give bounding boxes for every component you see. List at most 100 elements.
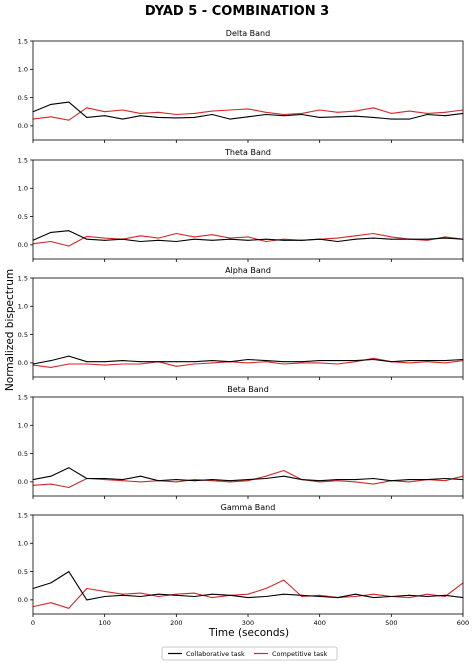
panel-1-ytick-label: 0.0: [18, 122, 28, 130]
panel-1-point-competitive: [390, 112, 392, 114]
panel-1-point-competitive: [247, 108, 249, 110]
panel-5-point-collaborative: [175, 594, 177, 596]
panel-3-point-competitive: [211, 362, 213, 364]
panel-1-point-competitive: [444, 111, 446, 113]
panel-3-point-collaborative: [175, 361, 177, 363]
panel-2-point-collaborative: [301, 239, 303, 241]
panel-1-point-competitive: [265, 111, 267, 113]
panel-3-point-competitive: [265, 361, 267, 363]
panel-4-point-competitive: [372, 483, 374, 485]
panel-3-point-competitive: [50, 366, 52, 368]
chart-legend: Collaborative task Competitive task: [161, 646, 338, 661]
panel-4-ytick-label: 1.0: [18, 422, 28, 430]
panel-2-point-collaborative: [390, 238, 392, 240]
panel-1-point-collaborative: [50, 103, 52, 105]
panel-5-point-collaborative: [68, 571, 70, 573]
panel-1-point-collaborative: [355, 115, 356, 117]
panel-1-point-competitive: [157, 111, 159, 113]
panel-2-point-collaborative: [211, 239, 213, 241]
panel-3-title: Alpha Band: [225, 266, 271, 275]
panel-4-point-collaborative: [50, 475, 52, 477]
panel-5-point-collaborative: [426, 596, 428, 597]
panel-3-point-competitive: [372, 357, 374, 359]
panel-1-point-collaborative: [122, 118, 124, 120]
panel-3-point-collaborative: [86, 361, 88, 363]
panel-4-point-competitive: [265, 475, 267, 477]
panel-3-point-collaborative: [283, 361, 285, 363]
panel-2-point-competitive: [229, 237, 231, 239]
panel-4-point-competitive: [319, 481, 321, 483]
panel-4-point-collaborative: [104, 478, 106, 479]
panel-4-point-competitive: [408, 481, 410, 483]
panel-1-point-collaborative: [390, 118, 392, 120]
panel-3-point-collaborative: [140, 361, 141, 363]
panel-2-ytick-label: 0.5: [18, 213, 28, 221]
panel-5-point-competitive: [444, 596, 446, 597]
panel-2-point-competitive: [444, 236, 446, 238]
panel-2-point-competitive: [247, 236, 249, 238]
panel-5-point-competitive: [122, 593, 124, 595]
panel-3-point-collaborative: [229, 361, 231, 363]
panel-4-point-collaborative: [283, 475, 285, 477]
panel-3-point-collaborative: [104, 361, 106, 363]
panel-3-point-competitive: [283, 363, 285, 365]
panel-2-point-collaborative: [283, 239, 285, 241]
panel-2-point-collaborative: [104, 239, 106, 241]
panel-1-point-collaborative: [175, 117, 177, 119]
panel-3-point-collaborative: [426, 360, 428, 362]
panel-2-point-competitive: [86, 235, 88, 237]
panel-3-point-collaborative: [68, 355, 70, 357]
panel-2-point-competitive: [390, 236, 392, 238]
panel-1-point-competitive: [50, 116, 52, 118]
panel-2-point-competitive: [283, 238, 285, 240]
panel-4-point-collaborative: [319, 480, 321, 482]
panel-1-ytick-label: 1.0: [18, 66, 28, 74]
panel-2-point-competitive: [50, 241, 52, 242]
panel-2-point-collaborative: [372, 237, 374, 239]
panel-4-point-competitive: [104, 479, 106, 481]
panel-1-point-competitive: [283, 114, 285, 115]
panel-5-point-collaborative: [247, 597, 249, 599]
chart-title: DYAD 5 - COMBINATION 3: [145, 4, 329, 19]
panel-4-point-competitive: [337, 480, 339, 482]
panel-1-point-collaborative: [265, 114, 267, 115]
panel-4-point-collaborative: [337, 479, 339, 481]
panel-3-point-competitive: [355, 361, 356, 363]
panel-1-point-competitive: [211, 110, 213, 112]
panel-1-ytick-label: 1.5: [18, 37, 28, 45]
panel-1-point-collaborative: [157, 116, 159, 118]
panel-3-point-collaborative: [337, 360, 339, 362]
panel-3-point-competitive: [140, 363, 141, 365]
panel-1-point-collaborative: [140, 115, 141, 117]
panel-5-point-collaborative: [86, 599, 88, 601]
panel-5-point-competitive: [140, 592, 141, 594]
panel-4-point-collaborative: [140, 475, 141, 477]
panel-2-point-collaborative: [50, 231, 52, 233]
x-tick-label: 400: [313, 619, 325, 627]
panel-4-point-collaborative: [122, 479, 124, 481]
panel-1-title: Delta Band: [226, 29, 270, 38]
panel-4-title: Beta Band: [227, 385, 269, 394]
panel-5-point-competitive: [372, 593, 374, 595]
panel-2-point-collaborative: [140, 241, 141, 242]
panel-5-point-competitive: [283, 579, 285, 581]
panel-2-ytick-label: 0.0: [18, 241, 28, 249]
panel-2-point-collaborative: [444, 237, 446, 239]
panel-5-point-collaborative: [193, 596, 195, 597]
legend-label: Collaborative task: [186, 650, 245, 658]
panel-4-point-collaborative: [247, 479, 249, 481]
panel-5-point-collaborative: [283, 593, 285, 595]
panel-4-point-collaborative: [372, 478, 374, 479]
panel-5-point-collaborative: [444, 594, 446, 596]
panel-3-frame: [32, 277, 464, 378]
panel-2-point-competitive: [372, 233, 374, 234]
panel-3-point-collaborative: [355, 360, 356, 362]
panel-2-point-collaborative: [426, 238, 428, 240]
panel-3-point-collaborative: [444, 360, 446, 362]
panel-3-point-competitive: [426, 361, 428, 363]
x-tick-label: 100: [98, 619, 110, 627]
panel-4-point-collaborative: [408, 479, 410, 481]
panel-5-point-competitive: [408, 597, 410, 599]
panel-4-point-collaborative: [157, 480, 159, 482]
panel-1-point-competitive: [68, 119, 70, 121]
